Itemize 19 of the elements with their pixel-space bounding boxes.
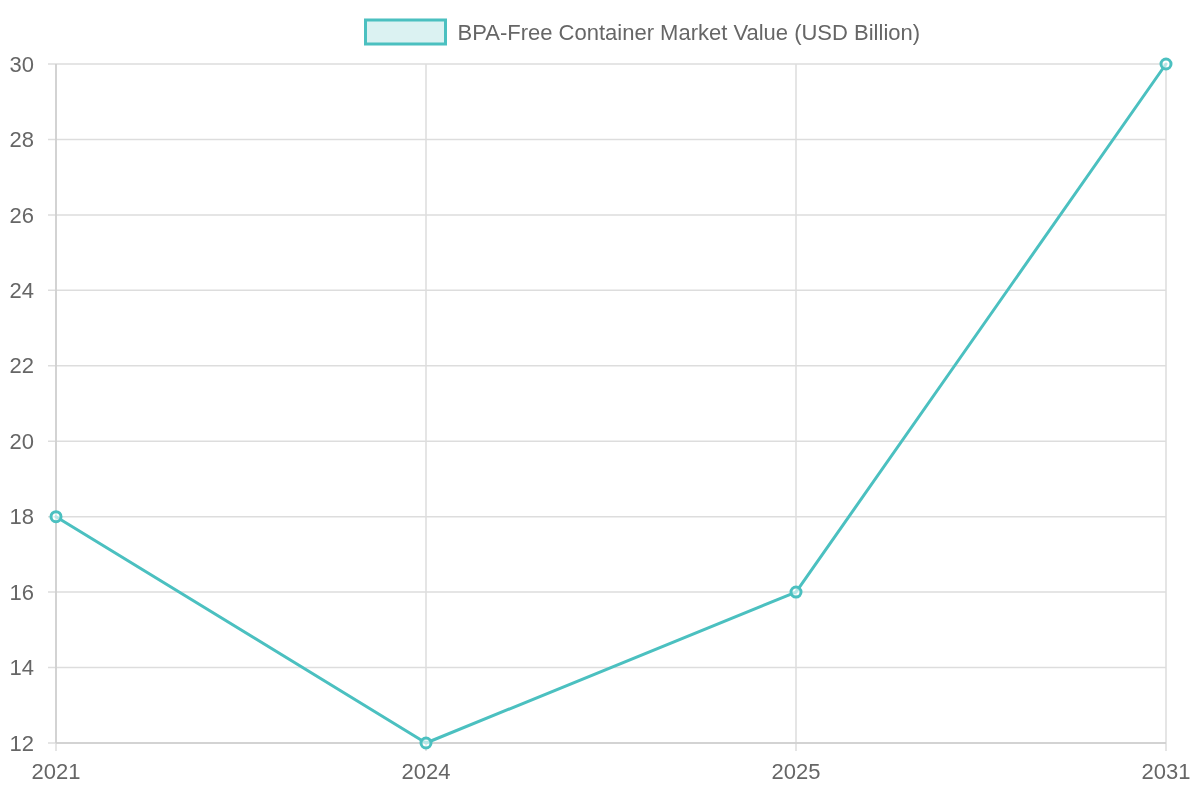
legend-label: BPA-Free Container Market Value (USD Billion) [457, 19, 921, 45]
y-tick-label: 18 [9, 504, 34, 530]
point [419, 736, 433, 750]
y-tick-label: 16 [9, 579, 34, 605]
y-tick-label: 12 [9, 730, 34, 756]
y-tick-label: 22 [9, 353, 34, 379]
x-tick-label: 2024 [401, 759, 451, 784]
y-tick-label: 26 [9, 202, 34, 228]
y-tick-label: 24 [9, 278, 34, 304]
y-tick-label: 30 [9, 51, 34, 77]
y-tick-label: 28 [9, 127, 34, 153]
y-tick-label: 14 [9, 655, 34, 681]
x-tick-label: 2021 [31, 759, 81, 784]
point [789, 585, 803, 599]
point [1159, 57, 1173, 71]
point [49, 510, 63, 524]
x-tick-label: 2025 [771, 759, 821, 784]
x-tick-label: 2031 [1141, 759, 1191, 784]
y-tick-label: 20 [9, 428, 34, 454]
